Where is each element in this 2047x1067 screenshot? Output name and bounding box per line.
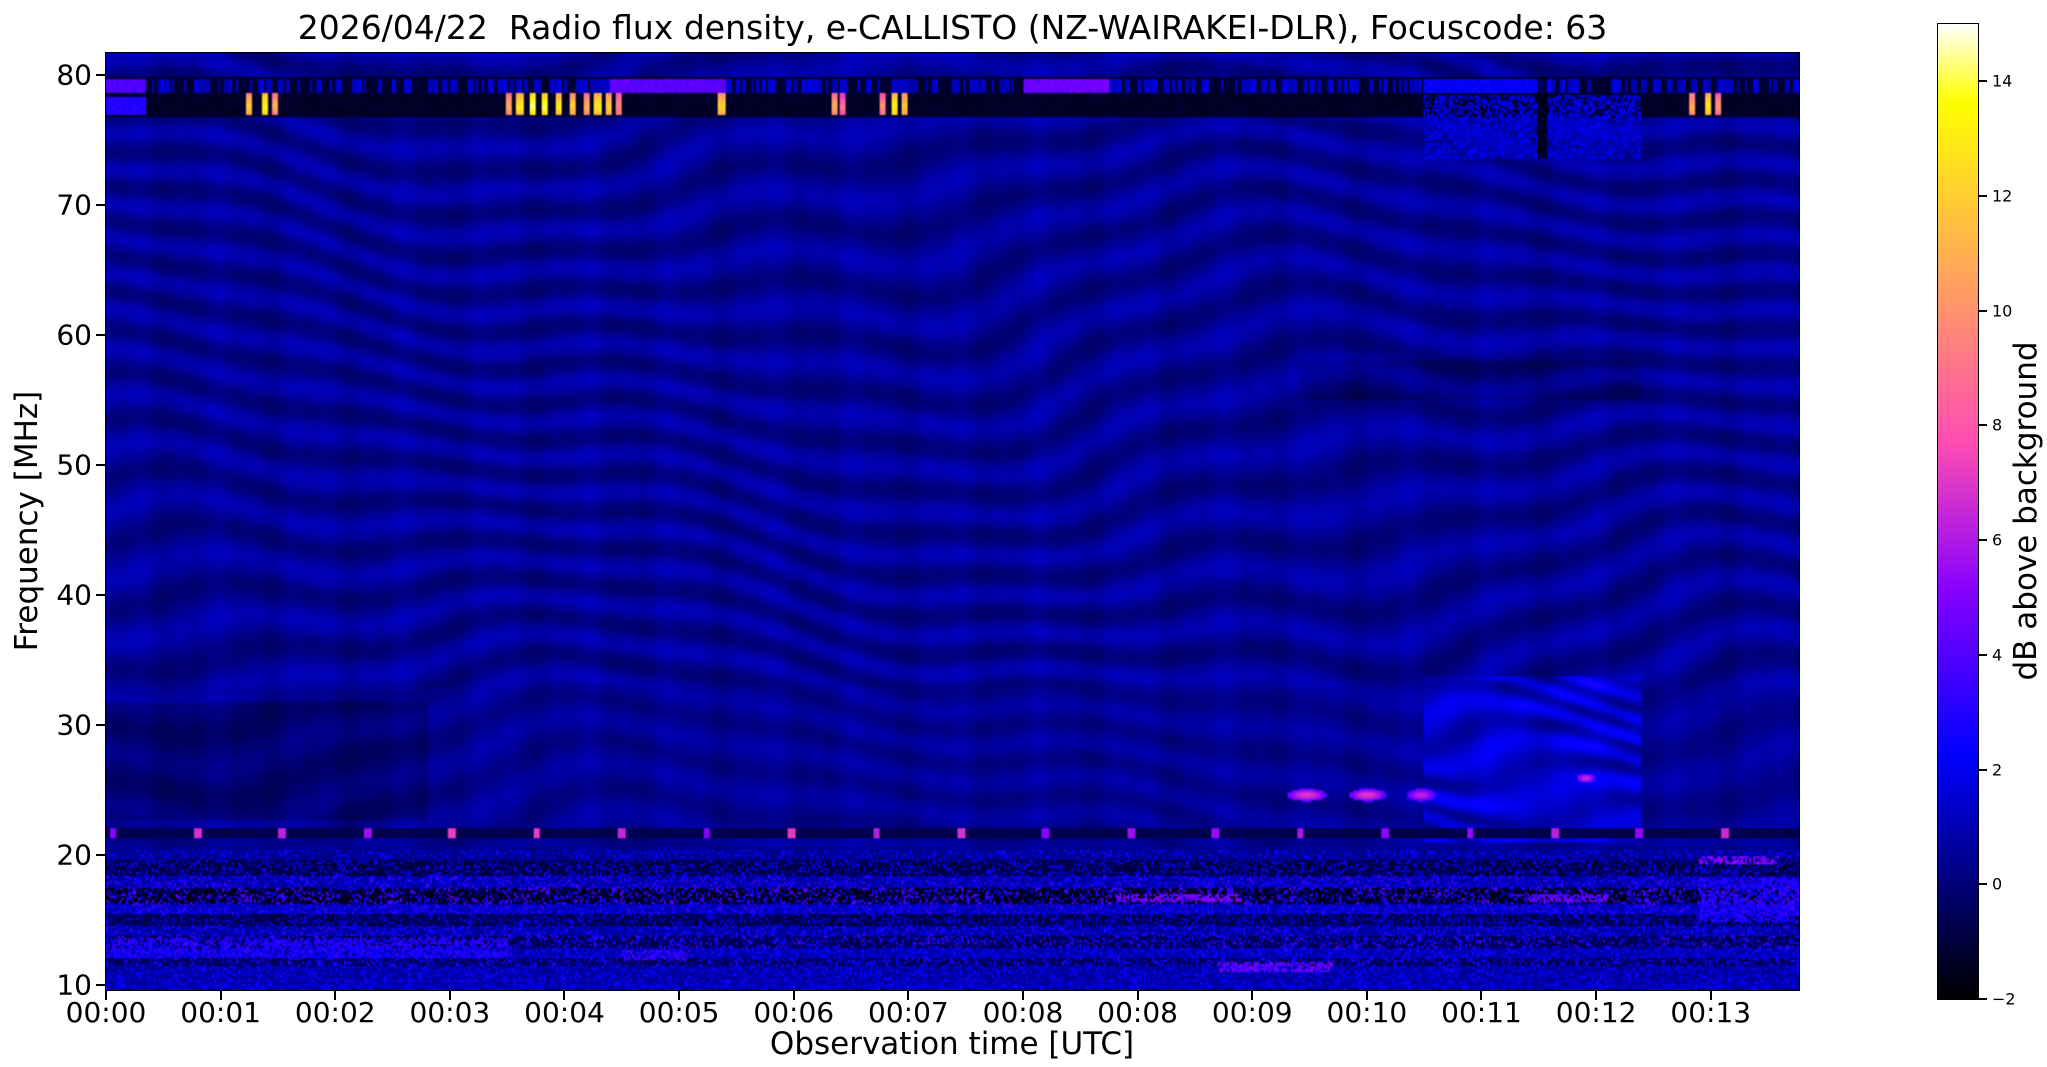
x-tickmark <box>792 991 795 1000</box>
colorbar-tickmark <box>1979 195 1987 198</box>
colorbar <box>1938 24 1978 999</box>
x-tick-label: 00:02 <box>294 996 376 1029</box>
y-tick-label: 60 <box>56 318 92 352</box>
colorbar-tick-label: 12 <box>1992 186 2013 206</box>
chart-title: 2026/04/22 Radio flux density, e-CALLIST… <box>297 8 1608 47</box>
colorbar-label: dB above background <box>2008 341 2044 681</box>
x-tickmark <box>448 991 451 1000</box>
y-tick-label: 20 <box>56 838 92 872</box>
x-tick-label: 00:05 <box>638 996 720 1029</box>
y-tick-label: 40 <box>56 578 92 612</box>
x-tick-label: 00:04 <box>524 996 605 1029</box>
colorbar-tickmark <box>1979 768 1987 771</box>
y-tickmark <box>96 983 105 986</box>
x-tickmark <box>907 991 910 1000</box>
x-tickmark <box>1595 991 1598 1000</box>
x-tick-label: 00:08 <box>982 996 1064 1029</box>
colorbar-tick-label: 8 <box>1992 415 2003 435</box>
x-tickmark <box>1480 991 1483 1000</box>
x-axis-label: Observation time [UTC] <box>769 1026 1135 1062</box>
colorbar-tick-label: 6 <box>1992 530 2003 550</box>
x-tickmark <box>1709 991 1712 1000</box>
x-tick-label: 00:03 <box>409 996 491 1029</box>
y-tickmark <box>96 593 105 596</box>
colorbar-tickmark <box>1979 998 1987 1000</box>
colorbar-tickmark <box>1979 653 1987 656</box>
x-tick-label: 00:09 <box>1211 996 1293 1029</box>
colorbar-tickmark <box>1979 80 1987 83</box>
y-tick-label: 70 <box>56 188 92 222</box>
x-tick-label: 00:10 <box>1326 996 1408 1029</box>
y-tickmark <box>96 723 105 726</box>
colorbar-tick-label: −2 <box>1992 989 2016 1009</box>
y-tickmark <box>96 334 105 336</box>
y-tick-label: 50 <box>56 448 92 482</box>
x-tickmark <box>1136 991 1139 1000</box>
colorbar-tick-label: 4 <box>1992 645 2003 665</box>
x-tickmark <box>219 991 222 1000</box>
x-tick-label: 00:13 <box>1670 996 1752 1029</box>
y-tickmark <box>96 853 105 856</box>
spectrogram-heatmap <box>106 53 1799 990</box>
y-tickmark <box>96 74 105 77</box>
x-tickmark <box>678 991 681 1000</box>
y-tick-label: 10 <box>56 968 92 1002</box>
x-tickmark <box>1021 991 1024 1000</box>
colorbar-tick-label: 2 <box>1992 760 2003 780</box>
x-tick-label: 00:06 <box>753 996 835 1029</box>
x-tickmark <box>1365 991 1368 1000</box>
colorbar-tick-label: 10 <box>1992 301 2013 321</box>
colorbar-tickmark <box>1979 309 1987 312</box>
x-tick-label: 00:07 <box>868 996 949 1029</box>
colorbar-tick-label: 14 <box>1992 71 2013 91</box>
x-tickmark <box>105 991 107 1000</box>
x-tickmark <box>1251 991 1254 1000</box>
colorbar-tickmark <box>1979 424 1987 427</box>
x-tick-label: 00:12 <box>1555 996 1637 1029</box>
x-tick-label: 00:01 <box>180 996 261 1029</box>
colorbar-tickmark <box>1979 539 1987 542</box>
colorbar-tick-label: 0 <box>1992 874 2003 894</box>
colorbar-tickmark <box>1979 883 1987 886</box>
y-tick-label: 80 <box>56 58 92 92</box>
x-tick-label: 00:08 <box>1097 996 1178 1029</box>
x-tick-label: 00:11 <box>1441 996 1522 1029</box>
x-tickmark <box>563 991 566 1000</box>
x-tickmark <box>334 991 337 1000</box>
y-axis-label: Frequency [MHz] <box>9 390 45 652</box>
x-tick-label: 00:00 <box>65 996 147 1029</box>
y-tickmark <box>96 204 105 207</box>
y-tick-label: 30 <box>56 708 92 742</box>
y-tickmark <box>96 463 105 466</box>
